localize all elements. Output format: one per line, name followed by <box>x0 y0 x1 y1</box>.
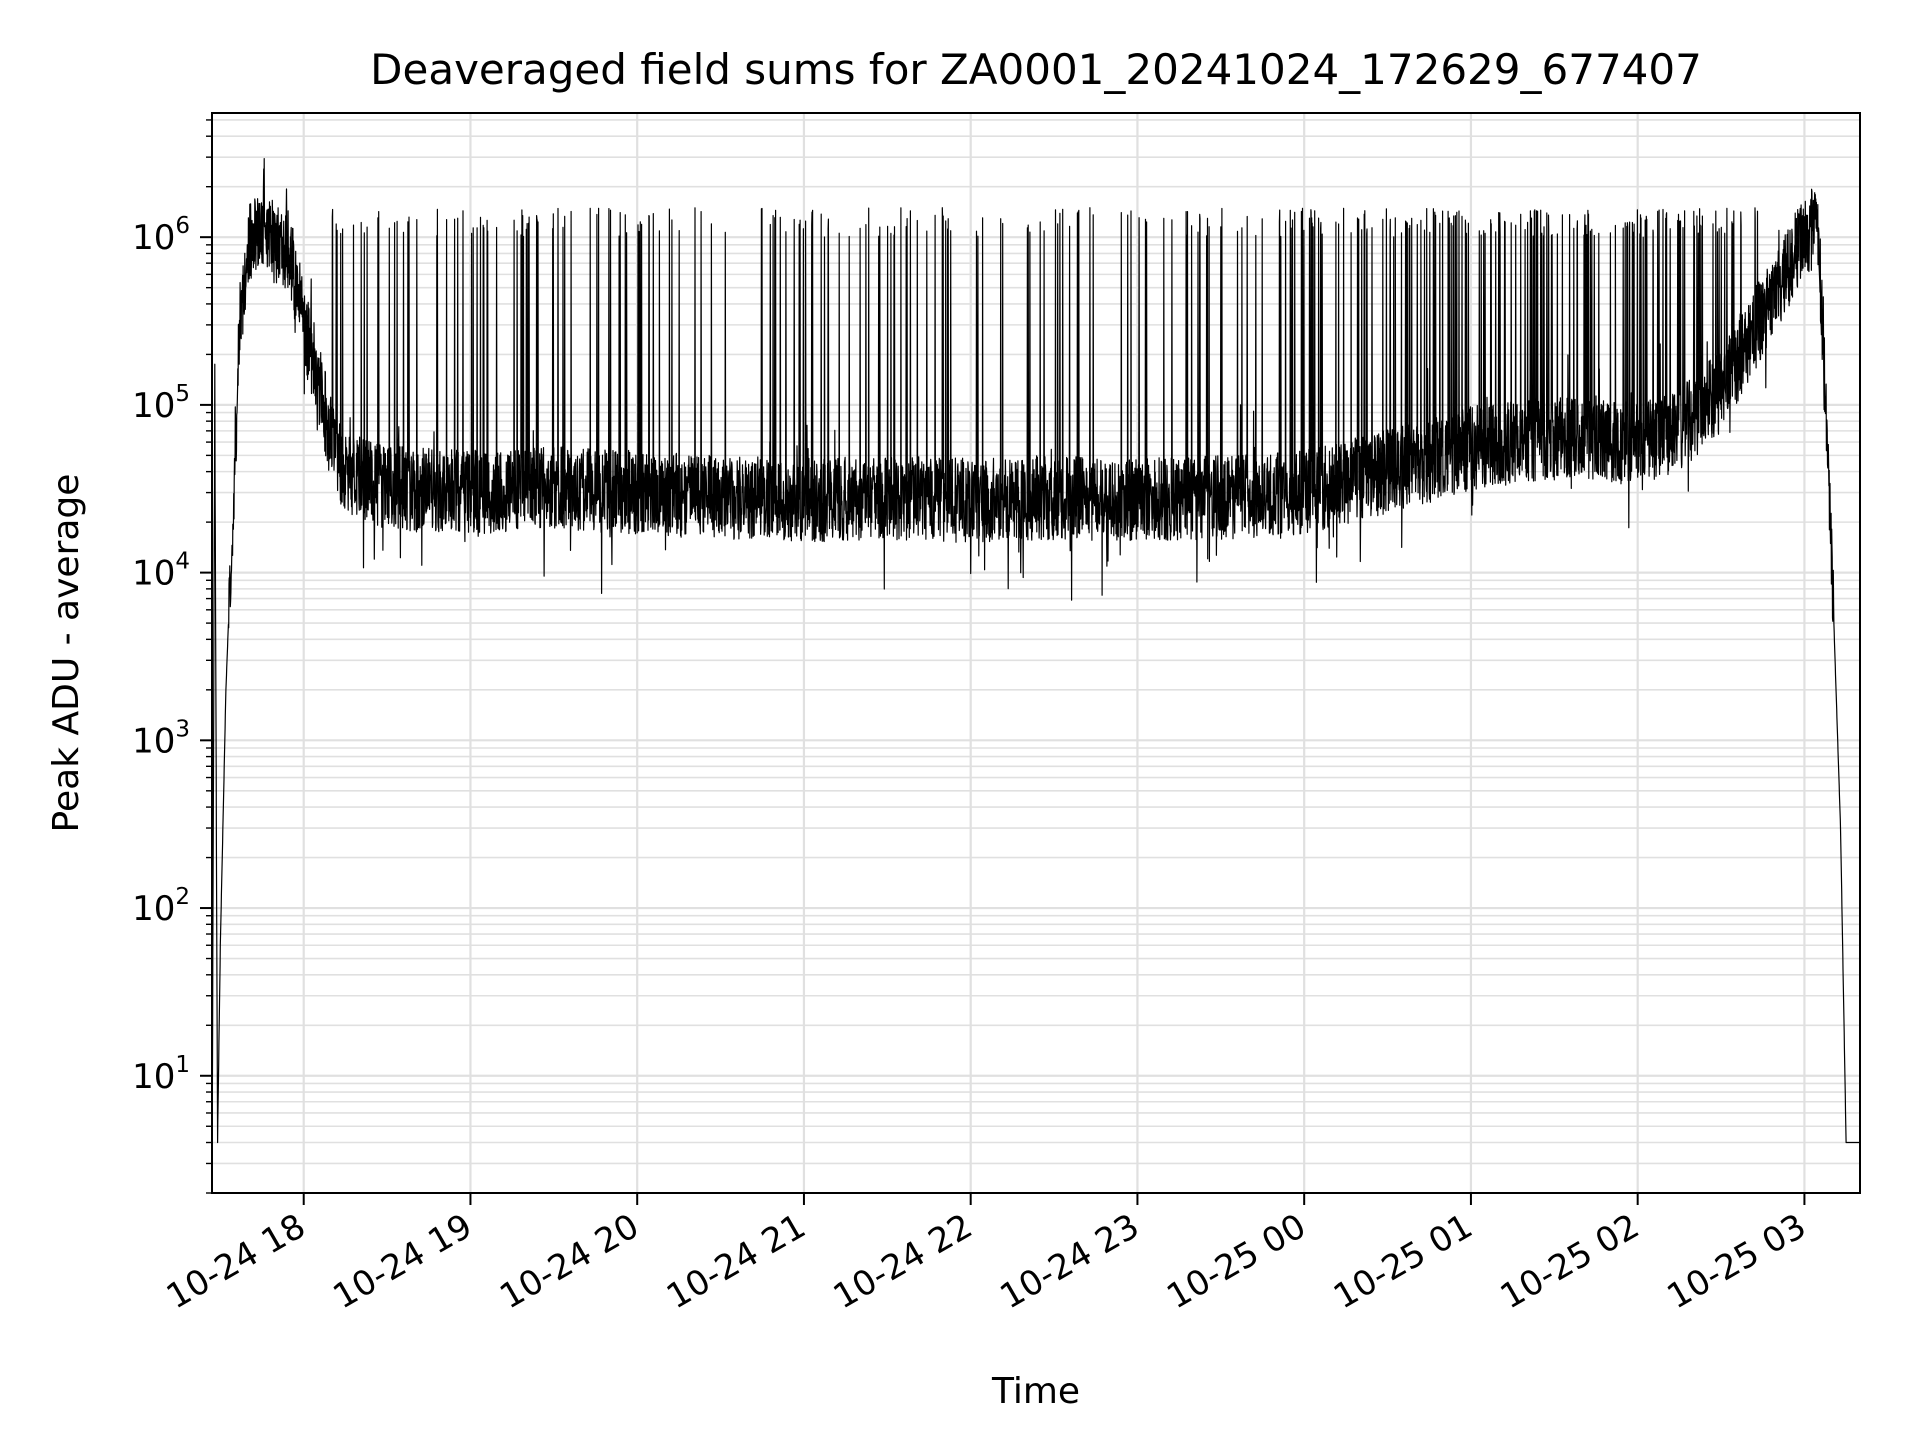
x-tick-label: 10-24 21 <box>660 1206 812 1317</box>
x-tick-label: 10-25 00 <box>1160 1206 1312 1317</box>
y-tick-label: 102 <box>132 884 190 929</box>
grid <box>212 113 1860 1194</box>
x-tick-label: 10-24 18 <box>160 1206 312 1317</box>
plot-area <box>211 158 1861 1194</box>
chart-title: Deaveraged field sums for ZA0001_2024102… <box>370 45 1702 94</box>
x-axis-label: Time <box>991 1371 1080 1412</box>
x-tick-label: 10-25 01 <box>1327 1206 1479 1317</box>
x-tick-label: 10-24 20 <box>493 1206 645 1317</box>
x-tick-label: 10-24 19 <box>327 1206 479 1317</box>
x-tick-label: 10-25 03 <box>1661 1206 1813 1317</box>
x-tick-label: 10-24 22 <box>827 1206 979 1317</box>
y-axis: 101 102 103 104 105 106 <box>132 119 212 1194</box>
y-tick-label: 101 <box>132 1052 190 1097</box>
x-tick-label: 10-24 23 <box>994 1206 1146 1317</box>
x-axis: 10-24 18 10-24 19 10-24 20 10-24 21 10-24 22… <box>160 1193 1813 1317</box>
y-tick-label: 105 <box>132 381 190 426</box>
series-line <box>211 158 1861 1194</box>
plot-frame <box>211 112 1861 1194</box>
y-tick-label: 106 <box>132 213 190 258</box>
y-axis-label: Peak ADU - average <box>46 474 87 833</box>
y-tick-label: 103 <box>132 716 190 761</box>
y-tick-label: 104 <box>132 549 190 594</box>
x-tick-label: 10-25 02 <box>1494 1206 1646 1317</box>
